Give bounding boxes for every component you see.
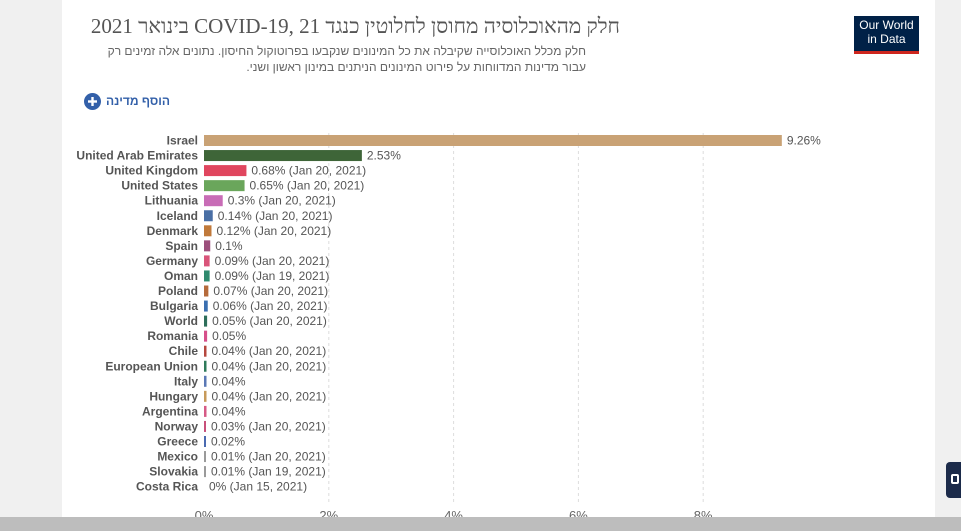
subtitle-line-2: עבור מדינות המדווחות על פירוט המינונים ה… <box>246 60 586 74</box>
category-label[interactable]: Romania <box>147 329 198 343</box>
value-label: 0.68% (Jan 20, 2021) <box>251 164 366 178</box>
logo-line-1: Our World <box>859 18 914 32</box>
value-label: 0.1% <box>215 239 243 253</box>
value-label: 0.65% (Jan 20, 2021) <box>250 179 365 193</box>
category-label[interactable]: Italy <box>174 374 198 388</box>
bar[interactable] <box>204 451 206 463</box>
category-label[interactable]: Norway <box>155 419 199 433</box>
category-label[interactable]: World <box>164 314 198 328</box>
bar[interactable] <box>204 165 247 177</box>
value-label: 0.04% (Jan 20, 2021) <box>211 359 326 373</box>
category-label[interactable]: Spain <box>165 239 198 253</box>
bar[interactable] <box>204 390 207 402</box>
bar[interactable] <box>204 436 206 447</box>
value-label: 0.04% (Jan 20, 2021) <box>211 344 326 358</box>
category-label[interactable]: Argentina <box>142 404 198 418</box>
plus-circle-icon <box>84 92 101 110</box>
bar[interactable] <box>204 315 208 327</box>
value-label: 0.02% <box>211 435 245 449</box>
value-label: 0.09% (Jan 20, 2021) <box>215 254 330 268</box>
value-label: 0.06% (Jan 20, 2021) <box>213 299 328 313</box>
value-label: 0.03% (Jan 20, 2021) <box>211 419 326 433</box>
bar[interactable] <box>204 180 245 192</box>
category-label[interactable]: United Kingdom <box>105 164 198 178</box>
bar[interactable] <box>204 210 213 222</box>
category-label[interactable]: Greece <box>157 435 198 449</box>
bar[interactable] <box>204 285 209 297</box>
bar[interactable] <box>204 466 206 478</box>
value-label: 0.04% <box>211 404 245 418</box>
bar[interactable] <box>204 195 223 207</box>
value-label: 0.07% (Jan 20, 2021) <box>213 284 328 298</box>
category-label[interactable]: Bulgaria <box>150 299 198 313</box>
subtitle-line-1: חלק מכלל האוכלוסייה שקיבלה את כל המינוני… <box>107 44 586 58</box>
value-label: 0.05% (Jan 20, 2021) <box>212 314 327 328</box>
add-country-button[interactable]: הוסף מדינה <box>84 92 170 110</box>
bar[interactable] <box>204 270 210 282</box>
category-label[interactable]: Poland <box>158 284 198 298</box>
value-label: 0% (Jan 15, 2021) <box>209 480 307 494</box>
bar[interactable] <box>204 225 212 237</box>
value-label: 0.14% (Jan 20, 2021) <box>218 209 333 223</box>
bar[interactable] <box>204 420 206 432</box>
feedback-button[interactable] <box>946 462 961 498</box>
bar[interactable] <box>204 255 210 267</box>
value-label: 0.05% <box>212 329 246 343</box>
feedback-icon <box>951 474 959 484</box>
value-label: 0.12% (Jan 20, 2021) <box>216 224 331 238</box>
value-label: 9.26% <box>787 134 821 148</box>
value-label: 0.04% <box>211 374 245 388</box>
category-label[interactable]: Slovakia <box>149 465 198 479</box>
value-label: 0.09% (Jan 19, 2021) <box>215 269 330 283</box>
value-label: 0.04% (Jan 20, 2021) <box>211 389 326 403</box>
category-label[interactable]: Iceland <box>157 209 198 223</box>
logo-line-2: in Data <box>867 32 906 46</box>
category-label[interactable]: European Union <box>105 359 198 373</box>
bar[interactable] <box>204 375 207 387</box>
category-label[interactable]: Hungary <box>149 389 198 403</box>
value-label: 2.53% <box>367 149 401 163</box>
category-label[interactable]: Lithuania <box>145 194 199 208</box>
value-label: 0.01% (Jan 19, 2021) <box>211 465 326 479</box>
category-label[interactable]: Mexico <box>157 450 198 464</box>
category-label[interactable]: United Arab Emirates <box>76 149 198 163</box>
bar[interactable] <box>204 330 208 342</box>
category-label[interactable]: Germany <box>146 254 198 268</box>
owid-logo[interactable]: Our World in Data <box>854 16 919 54</box>
category-label[interactable]: Denmark <box>147 224 199 238</box>
bar[interactable] <box>204 405 207 417</box>
bar[interactable] <box>204 150 362 162</box>
bar[interactable] <box>204 300 208 312</box>
category-label[interactable]: United States <box>121 179 198 193</box>
bar[interactable] <box>204 360 207 372</box>
category-label[interactable]: Chile <box>169 344 199 358</box>
value-label: 0.01% (Jan 20, 2021) <box>211 450 326 464</box>
category-label[interactable]: Israel <box>167 134 198 148</box>
add-country-label: הוסף מדינה <box>106 94 171 108</box>
category-label[interactable]: Costa Rica <box>136 480 198 494</box>
category-label[interactable]: Oman <box>164 269 198 283</box>
chart-title: חלק מהאוכלוסיה מחוסן לחלוטין כנגד COVID-… <box>90 14 620 38</box>
bar[interactable] <box>204 345 207 357</box>
value-label: 0.3% (Jan 20, 2021) <box>228 194 336 208</box>
chart-subtitle: חלק מכלל האוכלוסייה שקיבלה את כל המינוני… <box>80 43 586 75</box>
horizontal-scrollbar[interactable] <box>0 517 961 531</box>
bar[interactable] <box>204 135 782 146</box>
bar[interactable] <box>204 240 211 252</box>
